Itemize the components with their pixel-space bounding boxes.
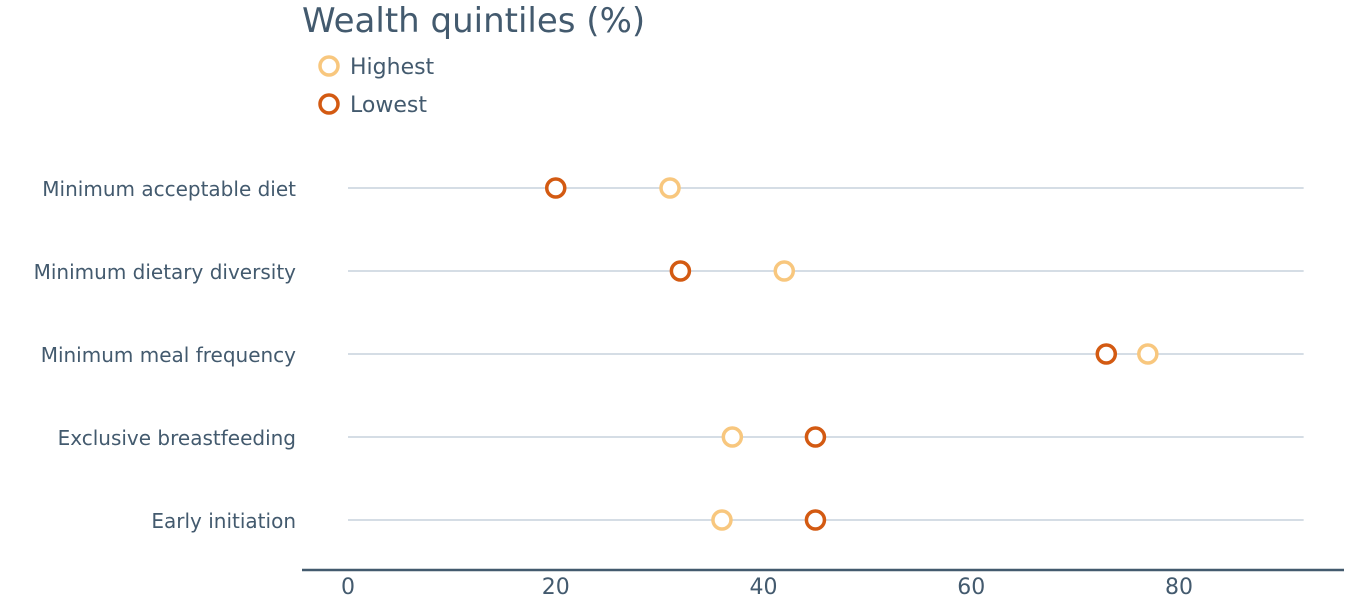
point-highest bbox=[1137, 343, 1159, 365]
category-label: Exclusive breastfeeding bbox=[58, 426, 296, 450]
data-points bbox=[545, 177, 1159, 531]
point-lowest bbox=[545, 177, 567, 199]
legend-label-lowest: Lowest bbox=[350, 93, 427, 118]
category-label: Early initiation bbox=[151, 509, 296, 533]
category-label: Minimum dietary diversity bbox=[34, 260, 297, 284]
point-lowest bbox=[669, 260, 692, 282]
point-lowest bbox=[1095, 343, 1118, 365]
legend-label-highest: Highest bbox=[350, 55, 435, 80]
chart-title: Wealth quintiles (%) bbox=[302, 1, 645, 41]
category-label: Minimum meal frequency bbox=[41, 343, 296, 367]
x-tick-label: 80 bbox=[1165, 575, 1193, 600]
legend-marker-highest bbox=[318, 55, 340, 77]
category-label: Minimum acceptable diet bbox=[42, 177, 296, 201]
x-tick-label: 0 bbox=[341, 575, 355, 600]
x-tick-label: 60 bbox=[957, 575, 985, 600]
point-highest bbox=[659, 177, 681, 199]
point-lowest bbox=[804, 509, 827, 531]
legend-marker-lowest bbox=[318, 93, 340, 115]
point-highest bbox=[711, 509, 733, 531]
point-highest bbox=[721, 426, 744, 448]
point-highest bbox=[773, 260, 796, 282]
point-lowest bbox=[804, 426, 827, 448]
x-axis-ticks: 0 20 40 60 80 bbox=[341, 575, 1193, 600]
legend: Highest Lowest bbox=[318, 55, 435, 118]
x-tick-label: 40 bbox=[750, 575, 778, 600]
x-tick-label: 20 bbox=[542, 575, 570, 600]
